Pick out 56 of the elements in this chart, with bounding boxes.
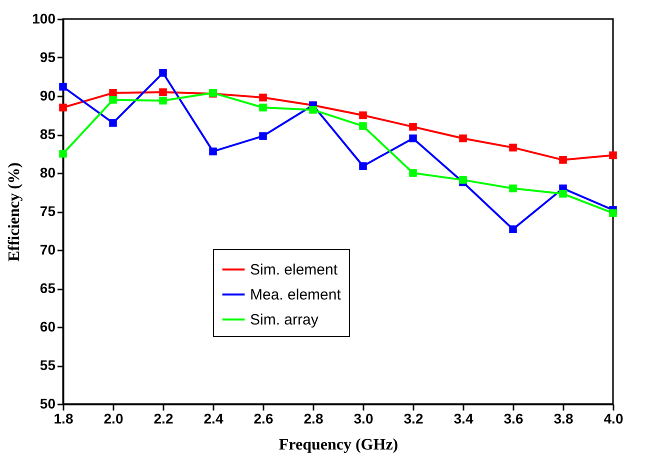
point bbox=[359, 162, 367, 170]
x-tick-label: 3.4 bbox=[454, 410, 474, 426]
point bbox=[459, 134, 467, 142]
point bbox=[59, 150, 67, 158]
point bbox=[259, 94, 267, 102]
point bbox=[259, 104, 267, 112]
point bbox=[509, 225, 517, 234]
point bbox=[259, 132, 267, 140]
y-axis-title: Efficiency (%) bbox=[6, 162, 24, 262]
point bbox=[109, 96, 117, 104]
legend-label: Sim. array bbox=[250, 312, 319, 328]
legend-label: Mea. element bbox=[250, 286, 342, 304]
point bbox=[509, 144, 517, 152]
point bbox=[559, 156, 567, 164]
point bbox=[409, 122, 417, 131]
point bbox=[559, 190, 567, 198]
point bbox=[359, 111, 367, 120]
point bbox=[159, 69, 167, 77]
point bbox=[509, 184, 517, 192]
x-tick-label: 2.4 bbox=[204, 410, 224, 426]
legend-label: Sim. element bbox=[250, 262, 338, 278]
point bbox=[409, 169, 417, 177]
x-tick-label: 2.8 bbox=[304, 410, 324, 426]
point bbox=[609, 151, 617, 160]
x-tick-label: 2.6 bbox=[254, 410, 274, 426]
x-tick-label: 4.0 bbox=[604, 410, 624, 426]
point bbox=[409, 134, 417, 142]
x-tick-label: 1.8 bbox=[54, 410, 74, 426]
point bbox=[309, 106, 317, 114]
y-tick-label: 75 bbox=[40, 203, 56, 219]
point bbox=[109, 119, 117, 127]
x-tick-label: 2.2 bbox=[154, 410, 174, 426]
y-tick-label: 80 bbox=[40, 164, 56, 180]
point bbox=[209, 148, 217, 156]
y-tick-label: 90 bbox=[40, 88, 56, 104]
x-tick-label: 3.8 bbox=[554, 410, 574, 426]
y-tick-label: 70 bbox=[40, 242, 56, 258]
y-tick-label: 65 bbox=[40, 280, 56, 296]
point bbox=[59, 104, 67, 112]
y-tick-label: 100 bbox=[32, 10, 56, 26]
point bbox=[159, 96, 167, 104]
x-axis-title: Frequency (GHz) bbox=[278, 436, 398, 454]
point bbox=[59, 82, 67, 91]
y-tick-label: 95 bbox=[40, 49, 56, 65]
y-tick-label: 55 bbox=[40, 357, 56, 373]
point bbox=[459, 176, 467, 184]
point bbox=[609, 209, 617, 217]
x-tick-label: 3.2 bbox=[404, 410, 424, 426]
x-tick-label: 3.6 bbox=[504, 410, 524, 426]
y-tick-label: 85 bbox=[40, 126, 56, 142]
point bbox=[359, 122, 367, 130]
point bbox=[159, 88, 167, 96]
y-tick-label: 50 bbox=[40, 396, 56, 412]
x-tick-label: 3.0 bbox=[354, 410, 374, 426]
y-tick-label: 60 bbox=[40, 318, 56, 334]
x-tick-label: 2.0 bbox=[104, 410, 124, 426]
